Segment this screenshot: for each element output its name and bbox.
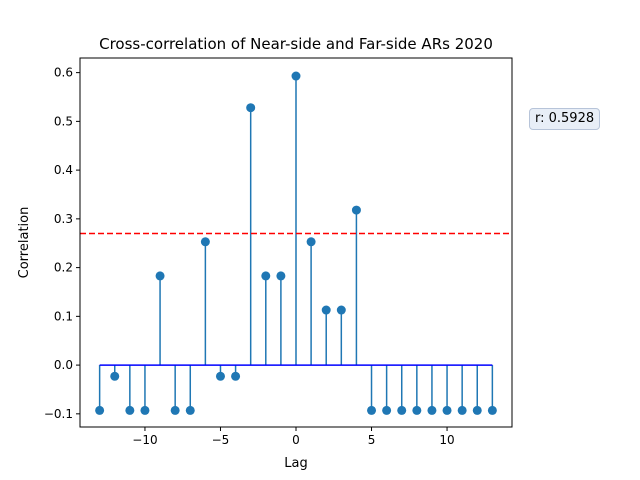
stem-marker — [382, 405, 392, 415]
stem-marker — [291, 71, 301, 81]
stem-marker — [397, 405, 407, 415]
y-tick-label: −0.1 — [44, 407, 73, 421]
y-tick-label: 0.4 — [54, 163, 73, 177]
stem-marker — [457, 405, 467, 415]
stem-marker — [155, 271, 165, 281]
stem-marker — [110, 371, 120, 381]
stem-marker — [185, 405, 195, 415]
x-axis-label: Lag — [284, 456, 307, 471]
axis-ticks: −10 −5 0 5 10 −0.1 0.0 0.1 0.2 0.3 0.4 0.5 0.6 — [44, 66, 455, 447]
stem-marker — [125, 405, 135, 415]
stem-marker — [140, 405, 150, 415]
y-tick-label: 0.3 — [54, 212, 73, 226]
x-tick-label: −5 — [212, 433, 230, 447]
stem-marker — [472, 405, 482, 415]
y-tick-label: 0.1 — [54, 309, 73, 323]
stem-marker — [246, 103, 256, 113]
stem-marker — [336, 305, 346, 315]
stem-marker — [215, 371, 225, 381]
y-tick-label: 0.2 — [54, 261, 73, 275]
y-tick-label: 0.0 — [54, 358, 73, 372]
axes-frame — [79, 57, 513, 428]
stem-marker — [170, 405, 180, 415]
stem-marker — [427, 405, 437, 415]
chart-title: Cross-correlation of Near-side and Far-s… — [99, 35, 493, 53]
stem-marker — [200, 237, 210, 247]
x-tick-label: 5 — [368, 433, 376, 447]
stem-marker — [367, 405, 377, 415]
stem-marker — [442, 405, 452, 415]
y-tick-label: 0.5 — [54, 114, 73, 128]
stem-marker — [306, 237, 316, 247]
y-axis-label: Correlation — [17, 207, 32, 279]
correlation-annotation: r: 0.5928 — [529, 108, 601, 130]
stem-marker — [276, 271, 286, 281]
stem-marker — [321, 305, 331, 315]
x-tick-label: 0 — [292, 433, 300, 447]
stem-marker — [261, 271, 271, 281]
stem-marker — [487, 405, 497, 415]
stem-marker — [412, 405, 422, 415]
stem-marker — [231, 371, 241, 381]
y-tick-label: 0.6 — [54, 66, 73, 80]
x-tick-label: 10 — [439, 433, 454, 447]
stem-marker — [351, 205, 361, 215]
x-tick-label: −10 — [132, 433, 157, 447]
plot-area — [80, 71, 512, 415]
stem-marker — [95, 405, 105, 415]
